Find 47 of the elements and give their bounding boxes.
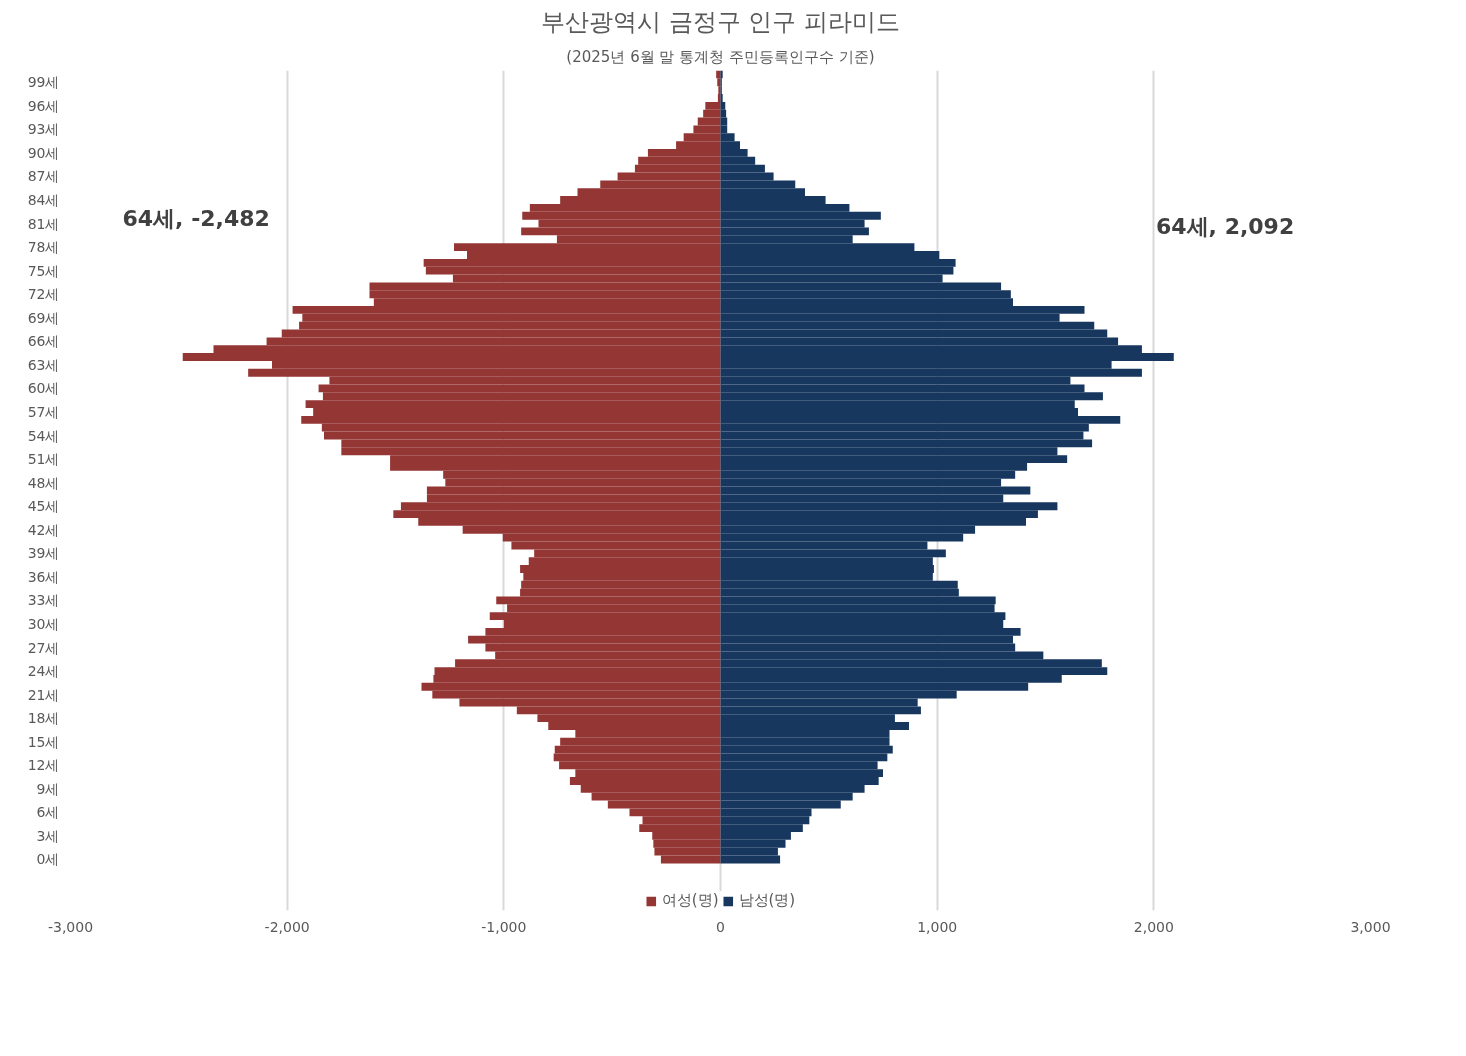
y-tick-label: 87세 xyxy=(27,168,60,185)
y-tick-label: 99세 xyxy=(27,74,60,91)
y-tick-label: 21세 xyxy=(27,686,60,703)
y-tick-label: 18세 xyxy=(27,710,60,727)
y-tick-label: 96세 xyxy=(27,97,60,114)
legend-label: 남성(명) xyxy=(738,891,796,910)
y-tick-label: 63세 xyxy=(27,356,60,373)
x-tick-label: -3,000 xyxy=(47,918,94,935)
x-tick-label: 2,000 xyxy=(1133,918,1174,935)
y-tick-label: 24세 xyxy=(27,663,60,680)
chart-title: 부산광역시 금정구 인구 피라미드 xyxy=(541,7,900,36)
x-tick-label: -2,000 xyxy=(264,918,310,935)
x-tick-label: 3,000 xyxy=(1350,918,1391,935)
y-tick-label: 33세 xyxy=(27,592,60,609)
y-tick-label: 39세 xyxy=(27,545,60,562)
x-tick-label: 1,000 xyxy=(917,918,958,935)
y-tick-label: 3세 xyxy=(36,827,60,844)
y-tick-label: 60세 xyxy=(27,380,60,397)
y-tick-label: 12세 xyxy=(27,757,60,774)
y-tick-label: 81세 xyxy=(27,215,60,232)
y-tick-label: 30세 xyxy=(27,615,60,632)
y-tick-label: 90세 xyxy=(27,144,60,161)
y-tick-label: 78세 xyxy=(27,239,60,256)
y-tick-label: 66세 xyxy=(27,333,60,350)
x-tick-label: 0 xyxy=(716,918,725,935)
y-tick-label: 0세 xyxy=(36,851,60,868)
legend-label: 여성(명) xyxy=(661,891,719,910)
chart-subtitle: (2025년 6월 말 통계청 주민등록인구수 기준) xyxy=(566,47,875,66)
y-tick-label: 93세 xyxy=(27,121,60,138)
annotation: 64세, 2,092 xyxy=(1156,214,1295,240)
annotation: 64세, -2,482 xyxy=(122,206,270,232)
y-tick-label: 69세 xyxy=(27,309,60,326)
y-tick-label: 9세 xyxy=(36,780,60,797)
y-tick-label: 36세 xyxy=(27,568,60,585)
y-tick-label: 57세 xyxy=(27,404,60,420)
x-tick-label: -1,000 xyxy=(481,918,527,935)
y-tick-label: 6세 xyxy=(36,804,60,821)
y-tick-label: 72세 xyxy=(27,286,60,303)
y-tick-label: 84세 xyxy=(27,192,60,209)
y-tick-label: 15세 xyxy=(27,733,60,750)
y-tick-label: 27세 xyxy=(27,639,60,656)
y-tick-label: 54세 xyxy=(27,427,60,444)
y-tick-label: 75세 xyxy=(27,262,60,279)
y-tick-label: 48세 xyxy=(27,474,60,491)
y-tick-label: 42세 xyxy=(27,521,60,538)
y-tick-label: 51세 xyxy=(27,451,60,468)
y-tick-label: 45세 xyxy=(27,498,60,515)
